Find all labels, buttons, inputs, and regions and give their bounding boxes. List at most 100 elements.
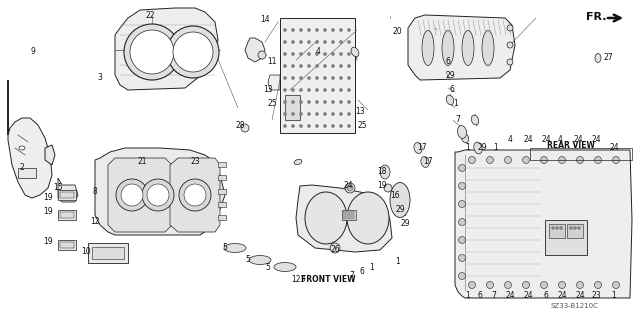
Text: 13: 13 <box>263 85 273 95</box>
Text: 4: 4 <box>508 136 513 144</box>
Text: 14: 14 <box>260 15 270 24</box>
Circle shape <box>339 89 342 91</box>
Text: 1: 1 <box>466 143 470 153</box>
Polygon shape <box>115 8 218 90</box>
Circle shape <box>307 29 310 31</box>
Bar <box>60 212 74 218</box>
Text: 3: 3 <box>97 73 102 83</box>
Circle shape <box>348 100 351 104</box>
Circle shape <box>522 281 529 289</box>
Circle shape <box>332 124 335 127</box>
Circle shape <box>142 179 174 211</box>
Circle shape <box>332 77 335 79</box>
Circle shape <box>323 52 326 56</box>
Circle shape <box>348 52 351 56</box>
Circle shape <box>316 41 319 44</box>
Circle shape <box>458 273 465 279</box>
Bar <box>58 210 76 220</box>
Text: 24: 24 <box>523 291 533 300</box>
Circle shape <box>486 281 493 289</box>
Text: 24: 24 <box>573 136 583 144</box>
Polygon shape <box>45 145 55 165</box>
Text: SZ33-B1210C: SZ33-B1210C <box>550 303 598 309</box>
Circle shape <box>486 156 493 164</box>
Text: FR.: FR. <box>586 12 606 22</box>
Text: 1: 1 <box>454 100 458 109</box>
Circle shape <box>316 112 319 116</box>
Bar <box>545 220 587 255</box>
Circle shape <box>316 64 319 68</box>
Circle shape <box>241 124 249 132</box>
Bar <box>567 224 583 238</box>
Text: 1: 1 <box>466 291 470 300</box>
Circle shape <box>316 29 319 31</box>
Bar <box>58 190 76 200</box>
Circle shape <box>339 52 342 56</box>
Circle shape <box>577 281 584 289</box>
Circle shape <box>316 124 319 127</box>
Circle shape <box>323 100 326 104</box>
Circle shape <box>284 41 287 44</box>
Circle shape <box>556 226 559 230</box>
Ellipse shape <box>224 243 246 252</box>
Text: 26: 26 <box>330 246 340 255</box>
Circle shape <box>332 89 335 91</box>
Circle shape <box>339 64 342 68</box>
Bar <box>18 168 36 178</box>
Circle shape <box>339 112 342 116</box>
Circle shape <box>167 26 219 78</box>
Text: 27: 27 <box>603 53 613 62</box>
Circle shape <box>291 29 294 31</box>
Circle shape <box>504 156 511 164</box>
Circle shape <box>307 89 310 91</box>
Ellipse shape <box>390 182 410 218</box>
Circle shape <box>307 41 310 44</box>
Ellipse shape <box>482 30 494 66</box>
Ellipse shape <box>442 30 454 66</box>
Text: 18: 18 <box>377 167 387 176</box>
Ellipse shape <box>462 30 474 66</box>
Circle shape <box>577 226 580 230</box>
Text: 1: 1 <box>396 257 401 267</box>
Circle shape <box>179 179 211 211</box>
Circle shape <box>348 89 351 91</box>
Circle shape <box>348 77 351 79</box>
Text: 5: 5 <box>223 243 227 252</box>
Text: 19: 19 <box>377 181 387 191</box>
Text: 8: 8 <box>93 187 97 197</box>
Text: 11: 11 <box>268 57 276 67</box>
Bar <box>351 211 354 219</box>
Circle shape <box>507 25 513 31</box>
Bar <box>92 247 124 259</box>
Text: 7: 7 <box>456 116 460 124</box>
Text: 23: 23 <box>190 158 200 166</box>
Bar <box>218 175 226 180</box>
Circle shape <box>284 64 287 68</box>
Circle shape <box>300 41 303 44</box>
Circle shape <box>339 100 342 104</box>
Circle shape <box>323 124 326 127</box>
Text: 29: 29 <box>477 143 487 153</box>
Ellipse shape <box>249 256 271 264</box>
Circle shape <box>284 77 287 79</box>
Circle shape <box>347 185 353 191</box>
Circle shape <box>348 29 351 31</box>
Circle shape <box>284 124 287 127</box>
Polygon shape <box>268 75 280 90</box>
Text: 5: 5 <box>246 256 250 264</box>
Text: 15: 15 <box>53 183 63 192</box>
Circle shape <box>284 89 287 91</box>
Circle shape <box>595 281 602 289</box>
Circle shape <box>284 100 287 104</box>
Text: 6: 6 <box>477 291 483 300</box>
Circle shape <box>291 41 294 44</box>
Ellipse shape <box>474 142 482 154</box>
Circle shape <box>300 77 303 79</box>
Circle shape <box>307 77 310 79</box>
Text: FRONT VIEW: FRONT VIEW <box>301 275 355 284</box>
Text: 6: 6 <box>543 291 548 300</box>
Circle shape <box>559 156 566 164</box>
Text: 19: 19 <box>43 193 53 203</box>
Circle shape <box>332 64 335 68</box>
Circle shape <box>332 100 335 104</box>
